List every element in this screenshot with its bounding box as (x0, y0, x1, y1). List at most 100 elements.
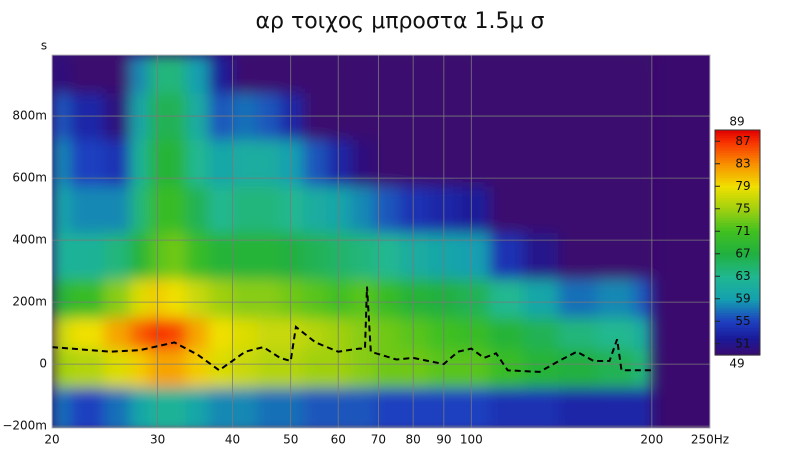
colorbar-label: 83 (735, 156, 750, 170)
colorbar-label: 67 (735, 246, 750, 260)
heat-cell (303, 185, 328, 233)
heat-cell (303, 278, 328, 319)
heat-cell (596, 232, 635, 280)
heat-cell (303, 348, 328, 388)
y-tick-label: 200m (12, 295, 47, 309)
heat-cell (104, 55, 131, 94)
heat-cell (257, 317, 281, 350)
heat-cell (303, 387, 328, 428)
colorbar-segment (715, 222, 760, 226)
colorbar-segment (715, 320, 760, 324)
colorbar-label: 71 (735, 224, 750, 238)
colorbar-segment (715, 217, 760, 221)
colorbar-segment (715, 167, 760, 171)
heat-cell (523, 185, 559, 233)
heat-cell (52, 139, 71, 187)
heat-cell (257, 139, 281, 187)
colorbar-label: 79 (735, 179, 750, 193)
heat-cell (208, 317, 233, 350)
y-tick-label: 600m (12, 171, 47, 185)
heat-cell (523, 278, 559, 319)
heat-cell (634, 348, 653, 388)
colorbar-label: 59 (735, 291, 750, 305)
heat-cell (489, 278, 525, 319)
colorbar-segment (715, 262, 760, 266)
heat-cell (104, 232, 131, 280)
heat-cell (70, 139, 105, 187)
heat-cell (350, 348, 375, 388)
heat-cell (399, 387, 429, 428)
heat-cell (232, 387, 258, 428)
y-unit: s (41, 39, 47, 53)
colorbar-segment (715, 147, 760, 151)
heat-cell (186, 348, 210, 388)
colorbar-segment (715, 142, 760, 146)
heat-cell (399, 139, 429, 187)
heat-cell (326, 317, 352, 350)
heat-cell (303, 317, 328, 350)
plot-border (51, 54, 711, 429)
colorbar-segment (715, 192, 760, 196)
x-tick-label: 90 (436, 433, 451, 447)
heat-cell (186, 232, 210, 280)
heat-cell (457, 185, 490, 233)
heat-cell (279, 232, 304, 280)
heat-cell (232, 278, 258, 319)
colorbar-segment (715, 295, 760, 299)
heat-cell (457, 278, 490, 319)
heat-cell (350, 387, 375, 428)
x-tick-label: 30 (150, 433, 165, 447)
heat-cell (130, 139, 150, 187)
heat-cell (558, 317, 598, 350)
heat-cell (428, 317, 459, 350)
colorbar-segment (715, 310, 760, 314)
heat-cell (634, 139, 653, 187)
colorbar-segment (715, 280, 760, 284)
heat-cell (70, 317, 105, 350)
heat-cell (350, 278, 375, 319)
colorbar-segment (715, 230, 760, 234)
heat-cell (326, 55, 352, 94)
colorbar-segment (715, 260, 760, 264)
colorbar-segment (715, 307, 760, 311)
labels: 20 30 40 50 60 70 80 90 100 200 250Hz −200m 0 200m 400… (2, 109, 729, 447)
x-tick-label: 60 (331, 433, 346, 447)
heat-cell (232, 55, 258, 94)
heat-cell (52, 185, 71, 233)
heat-cell (457, 55, 490, 94)
heat-cell (232, 317, 258, 350)
heat-cell (350, 232, 375, 280)
colorbar-label: 63 (735, 269, 750, 283)
heat-cell (596, 185, 635, 233)
heat-cell (208, 387, 233, 428)
heat-cell (166, 232, 187, 280)
heatmap-cells (52, 55, 653, 428)
heat-cell (399, 232, 429, 280)
y-tick-label: 400m (12, 233, 47, 247)
colorbar-label: 51 (735, 336, 750, 350)
x-tick-label: 70 (371, 433, 386, 447)
colorbar-segment (715, 297, 760, 301)
heat-cell (279, 317, 304, 350)
heat-cell (428, 185, 459, 233)
heat-cell (634, 278, 653, 319)
colorbar-segment (715, 190, 760, 194)
heat-cell (208, 278, 233, 319)
colorbar-segment (715, 242, 760, 246)
x-tick-label: 80 (406, 433, 421, 447)
colorbar-segment (715, 267, 760, 271)
colorbar-segment (715, 250, 760, 254)
heat-cell (489, 232, 525, 280)
colorbar-label: 49 (729, 357, 744, 371)
heat-cell (279, 387, 304, 428)
colorbar-segment (715, 272, 760, 276)
heat-cell (634, 185, 653, 233)
heat-cell (558, 348, 598, 388)
x-tick-label: 250Hz (691, 433, 729, 447)
colorbar-segment (715, 135, 760, 139)
heat-cell (457, 232, 490, 280)
colorbar-segment (715, 332, 760, 336)
heat-cell (428, 387, 459, 428)
heat-cell (166, 139, 187, 187)
